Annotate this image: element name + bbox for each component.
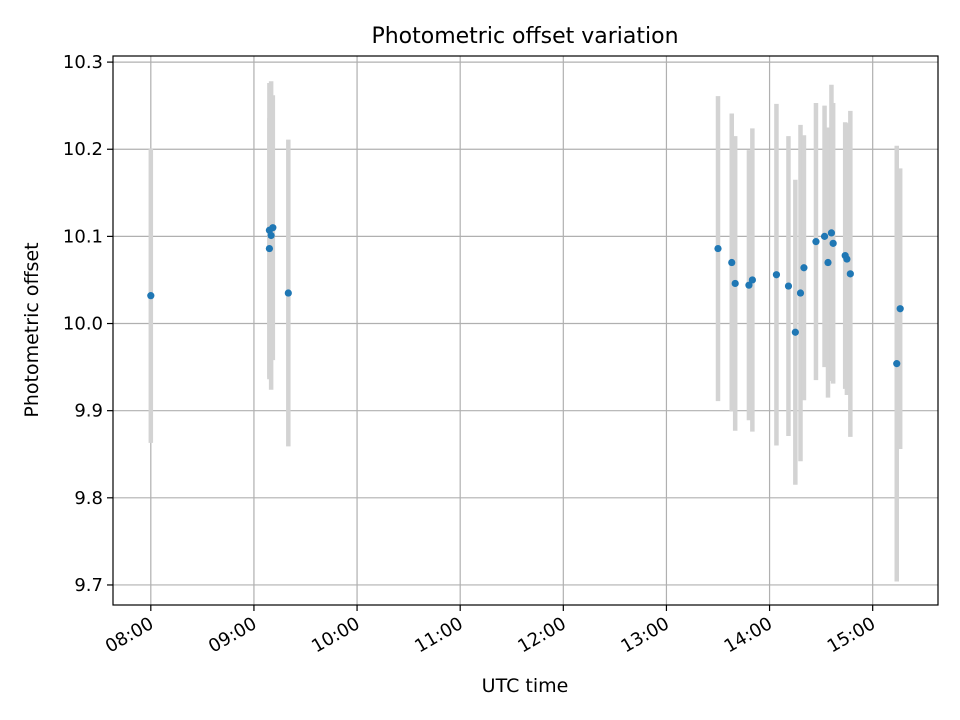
y-tick-label: 10.3 [63,52,103,73]
y-tick-label: 9.9 [74,401,103,422]
data-point [791,328,799,336]
data-point [827,229,836,237]
y-axis-ticks: 9.7 9.8 9.9 10.0 10.1 10.2 10.3 [63,52,113,596]
data-point [714,244,722,253]
data-point [829,239,837,247]
x-tick-label: 08:00 [102,613,157,657]
data-point [843,255,851,263]
data-point [265,244,274,253]
x-tick-label: 15:00 [824,613,879,657]
data-point [896,305,904,313]
data-points [147,224,904,368]
x-tick-label: 12:00 [514,613,569,657]
data-point [820,232,829,240]
x-tick-label: 14:00 [721,613,776,657]
x-tick-label: 11:00 [411,613,466,657]
y-tick-label: 10.1 [63,226,103,247]
data-point [824,258,832,267]
data-point [147,292,155,300]
x-axis-label: UTC time [482,675,569,697]
data-point [846,270,854,278]
data-point [893,360,901,368]
data-point [731,279,739,288]
data-point [772,271,781,279]
chart-title: Photometric offset variation [371,24,678,49]
data-point [748,276,756,284]
y-tick-label: 10.2 [63,139,103,160]
data-point [267,231,275,240]
x-axis-ticks: 08:00 09:00 10:00 11:00 12:00 13:00 14:00 15:00 [102,605,879,657]
x-tick-label: 09:00 [205,613,260,657]
x-tick-label: 13:00 [618,613,673,657]
data-point [796,289,805,297]
data-point [284,289,292,297]
y-tick-label: 9.8 [74,488,103,509]
y-axis-label: Photometric offset [21,242,43,417]
x-tick-label: 10:00 [308,613,363,657]
data-point [745,281,753,289]
data-point [800,264,808,272]
plot-frame [112,55,939,606]
data-point [269,224,277,232]
y-tick-label: 10.0 [63,314,103,335]
data-point [728,258,736,267]
y-tick-label: 9.7 [74,575,103,596]
data-point [784,282,793,290]
data-point [812,238,820,246]
